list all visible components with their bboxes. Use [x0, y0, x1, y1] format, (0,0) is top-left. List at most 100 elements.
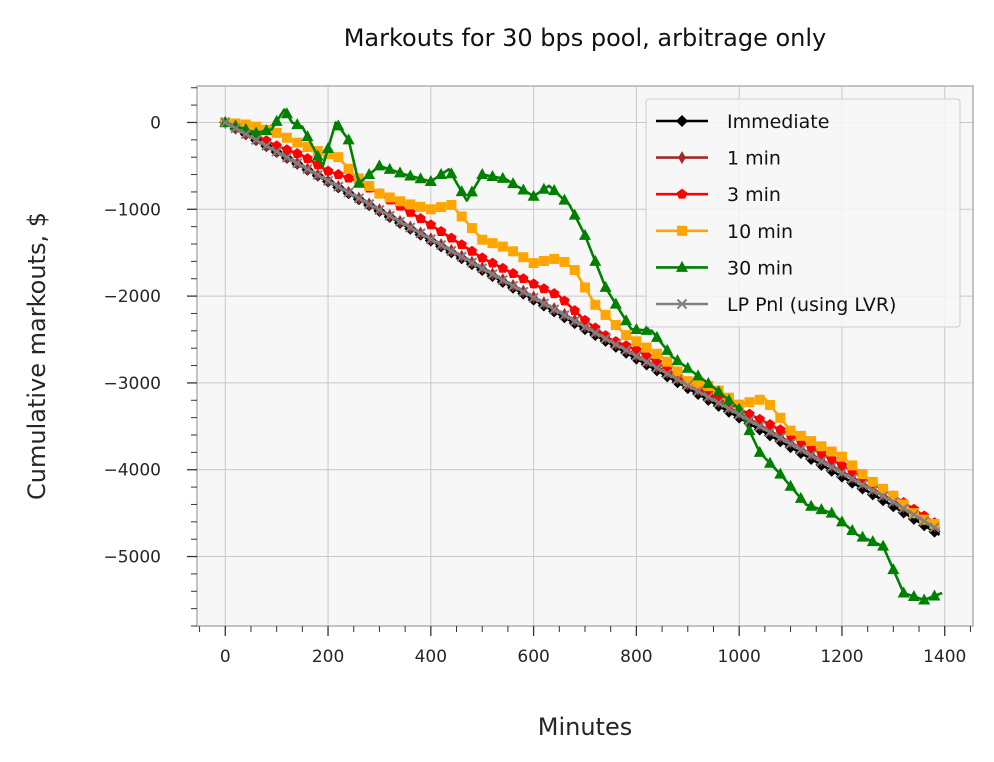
data-point — [270, 114, 283, 126]
data-point — [446, 232, 457, 243]
data-point — [281, 132, 292, 143]
x-tick-label: 1200 — [820, 647, 863, 667]
data-point — [292, 158, 303, 169]
data-point — [815, 503, 828, 515]
data-point — [784, 479, 797, 491]
data-point — [322, 175, 334, 187]
data-point — [507, 268, 519, 278]
data-point — [651, 348, 662, 359]
data-point — [765, 399, 776, 410]
x-tick-label: 400 — [415, 647, 447, 667]
data-point — [435, 226, 447, 236]
legend-item: Immediate — [656, 111, 829, 133]
data-point — [589, 254, 602, 266]
data-point — [682, 380, 693, 391]
data-point — [754, 394, 765, 405]
data-point — [558, 193, 571, 205]
data-point — [517, 183, 530, 195]
legend-item: 30 min — [656, 257, 793, 279]
data-point — [590, 299, 601, 310]
legend-marker — [677, 225, 687, 236]
data-point — [446, 199, 457, 210]
data-point — [847, 473, 858, 484]
y-axis-title: Cumulative markouts, $ — [23, 212, 51, 500]
legend-item: LP Pnl (using LVR) — [656, 294, 896, 316]
data-point — [630, 323, 643, 335]
data-point — [456, 239, 467, 250]
data-point — [507, 280, 519, 292]
data-point — [497, 262, 509, 273]
data-point — [569, 265, 580, 276]
data-point — [712, 385, 725, 397]
data-point — [364, 181, 375, 192]
data-point — [342, 133, 355, 145]
data-point — [590, 327, 601, 338]
x-tick-label: 200 — [312, 647, 344, 667]
data-point — [332, 119, 345, 131]
data-point — [415, 213, 426, 224]
data-point — [280, 107, 293, 119]
data-point — [672, 366, 683, 377]
data-point — [538, 283, 550, 294]
data-point — [744, 415, 755, 426]
data-point — [898, 503, 909, 514]
data-point — [445, 167, 458, 179]
data-point — [271, 146, 282, 157]
data-point — [311, 149, 324, 161]
data-point — [301, 130, 314, 142]
data-point — [271, 127, 282, 138]
data-point — [302, 142, 313, 153]
data-point — [805, 450, 817, 461]
data-point — [323, 149, 334, 160]
legend: Immediate 1 min 3 min 10 min 30 min LP Pnl (u… — [645, 98, 961, 328]
data-point — [415, 201, 426, 212]
data-point — [394, 216, 406, 227]
data-point — [918, 593, 931, 605]
data-point — [477, 263, 488, 274]
data-point — [528, 292, 539, 303]
data-point — [878, 483, 889, 494]
data-point — [548, 288, 560, 299]
data-point — [795, 444, 807, 455]
data-point — [538, 298, 550, 309]
data-point — [260, 124, 273, 136]
x-tick-label: 1000 — [718, 647, 761, 667]
data-point — [857, 469, 868, 480]
x-tick-label: 800 — [620, 647, 652, 667]
data-point — [435, 239, 447, 251]
data-point — [610, 320, 621, 331]
data-point — [877, 490, 889, 502]
data-point — [343, 172, 354, 183]
series-group — [219, 107, 943, 605]
data-point — [631, 350, 642, 362]
data-point — [620, 344, 632, 356]
data-point — [723, 403, 735, 414]
data-point — [508, 246, 519, 257]
legend-label: Immediate — [727, 111, 829, 133]
data-point — [621, 330, 632, 341]
data-point — [497, 241, 508, 252]
data-point — [230, 123, 241, 134]
data-point — [887, 563, 900, 575]
legend-label: 30 min — [727, 257, 793, 279]
data-point — [764, 426, 776, 438]
data-point — [559, 256, 570, 267]
data-point — [836, 451, 847, 462]
data-point — [476, 252, 488, 263]
data-point — [404, 169, 417, 181]
data-point — [579, 314, 591, 325]
data-point — [446, 245, 457, 257]
data-point — [928, 589, 941, 601]
data-point — [898, 499, 909, 510]
data-point — [281, 144, 293, 155]
data-point — [569, 315, 580, 327]
data-point — [569, 305, 580, 316]
data-point — [291, 118, 304, 130]
data-point — [692, 369, 705, 381]
data-point — [424, 174, 437, 186]
data-point — [568, 208, 581, 220]
data-point — [671, 354, 684, 366]
data-point — [650, 330, 663, 342]
data-point — [405, 199, 416, 210]
